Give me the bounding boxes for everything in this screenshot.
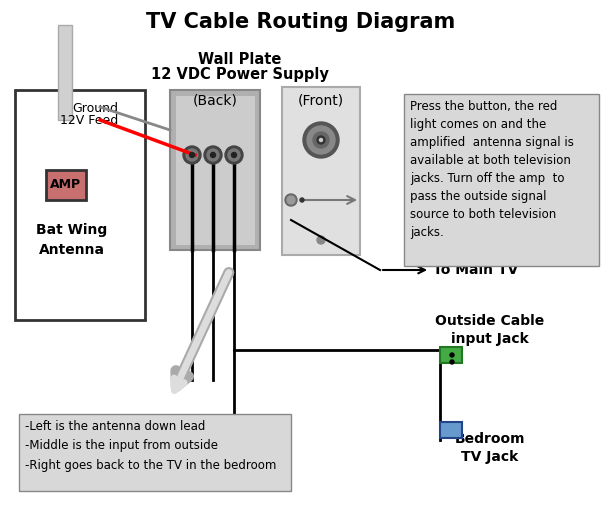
Bar — [170, 90, 260, 250]
Circle shape — [285, 194, 297, 206]
Text: (Back): (Back) — [192, 93, 238, 107]
Circle shape — [317, 136, 325, 144]
Circle shape — [450, 353, 454, 357]
Circle shape — [320, 138, 323, 141]
Circle shape — [307, 126, 335, 154]
Text: Press the button, the red
light comes on and the
amplified  antenna signal is
av: Press the button, the red light comes on… — [410, 100, 574, 239]
Text: Wall Plate: Wall Plate — [198, 53, 282, 67]
Circle shape — [186, 149, 198, 161]
Circle shape — [225, 146, 243, 164]
Circle shape — [313, 132, 329, 148]
Circle shape — [207, 149, 219, 161]
Bar — [58, 25, 72, 120]
Circle shape — [189, 152, 195, 158]
Circle shape — [228, 149, 240, 161]
Circle shape — [300, 198, 304, 202]
FancyBboxPatch shape — [19, 414, 291, 491]
Bar — [46, 170, 86, 200]
Text: Outside Cable
input Jack: Outside Cable input Jack — [435, 314, 545, 346]
Bar — [440, 422, 462, 438]
Circle shape — [183, 146, 201, 164]
Text: (Front): (Front) — [298, 93, 344, 107]
Text: TV Cable Routing Diagram: TV Cable Routing Diagram — [147, 12, 456, 32]
Text: Bedroom
TV Jack: Bedroom TV Jack — [455, 432, 525, 464]
Circle shape — [232, 152, 236, 158]
Text: To Main TV: To Main TV — [433, 263, 518, 277]
Circle shape — [450, 360, 454, 364]
Bar — [440, 347, 462, 363]
Circle shape — [317, 236, 325, 244]
Circle shape — [204, 146, 222, 164]
Text: 12 VDC Power Supply: 12 VDC Power Supply — [151, 66, 329, 81]
Circle shape — [303, 122, 339, 158]
Text: AMP: AMP — [51, 179, 81, 192]
Circle shape — [210, 152, 215, 158]
Bar — [175, 95, 255, 245]
Bar — [282, 87, 360, 255]
Text: Ground: Ground — [72, 102, 118, 115]
Circle shape — [287, 196, 295, 204]
Text: 12V Feed: 12V Feed — [60, 114, 118, 127]
Bar — [15, 90, 145, 320]
Text: Bat Wing
Antenna: Bat Wing Antenna — [36, 223, 107, 257]
Text: -Left is the antenna down lead
-Middle is the input from outside
-Right goes bac: -Left is the antenna down lead -Middle i… — [25, 420, 276, 472]
FancyBboxPatch shape — [404, 94, 599, 266]
